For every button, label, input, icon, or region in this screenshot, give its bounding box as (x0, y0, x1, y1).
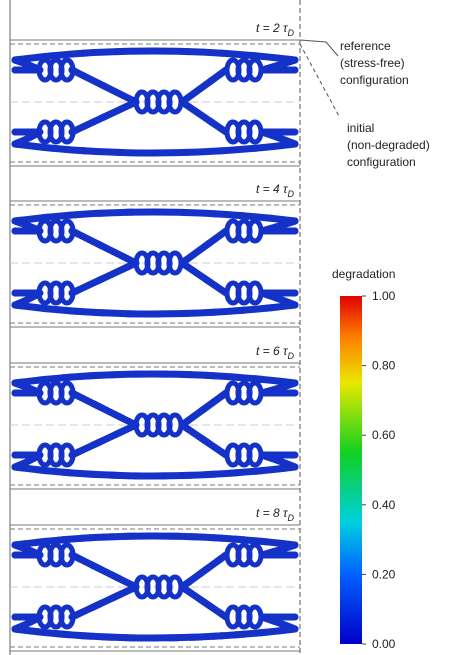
time-label-text: t = 8 τ (256, 506, 289, 520)
time-label: t = 2 τD (256, 21, 295, 38)
figure: t = 2 τDt = 4 τDt = 6 τDt = 8 τD referen… (0, 0, 451, 655)
panel: t = 8 τD (10, 506, 300, 651)
colorbar-tick-label: 1.00 (372, 289, 396, 303)
colorbar-tick-label: 0.20 (372, 567, 396, 581)
panel: t = 4 τD (10, 182, 300, 327)
time-label-subscript: D (288, 28, 295, 38)
time-label: t = 8 τD (256, 506, 295, 523)
reference-pointer (300, 40, 338, 56)
time-label-subscript: D (288, 351, 295, 361)
time-label-text: t = 2 τ (256, 21, 289, 35)
colorbar-tick-label: 0.60 (372, 428, 396, 442)
colorbar-tick-label: 0.00 (372, 637, 396, 651)
colorbar (340, 296, 362, 644)
time-label-text: t = 4 τ (256, 182, 289, 196)
time-label-text: t = 6 τ (256, 344, 289, 358)
annotation: configuration (340, 73, 409, 87)
panel: t = 6 τD (10, 344, 300, 489)
time-label: t = 4 τD (256, 182, 295, 199)
annotation: (stress-free) (340, 56, 405, 70)
time-label-subscript: D (288, 189, 295, 199)
annotation: (non-degraded) (347, 138, 430, 152)
colorbar-tick-label: 0.80 (372, 359, 396, 373)
initial-pointer (300, 44, 340, 118)
annotation: initial (347, 121, 374, 135)
annotation: reference (340, 39, 391, 53)
colorbar-title: degradation (332, 267, 395, 281)
time-label: t = 6 τD (256, 344, 295, 361)
colorbar-tick-label: 0.40 (372, 498, 396, 512)
panel: t = 2 τD (10, 21, 300, 166)
colorbar-ticks: 1.00 0.80 0.60 0.40 0.20 0.00 (362, 289, 396, 651)
time-label-subscript: D (288, 513, 295, 523)
panels: t = 2 τDt = 4 τDt = 6 τDt = 8 τD (10, 21, 300, 651)
annotation: configuration (347, 155, 416, 169)
